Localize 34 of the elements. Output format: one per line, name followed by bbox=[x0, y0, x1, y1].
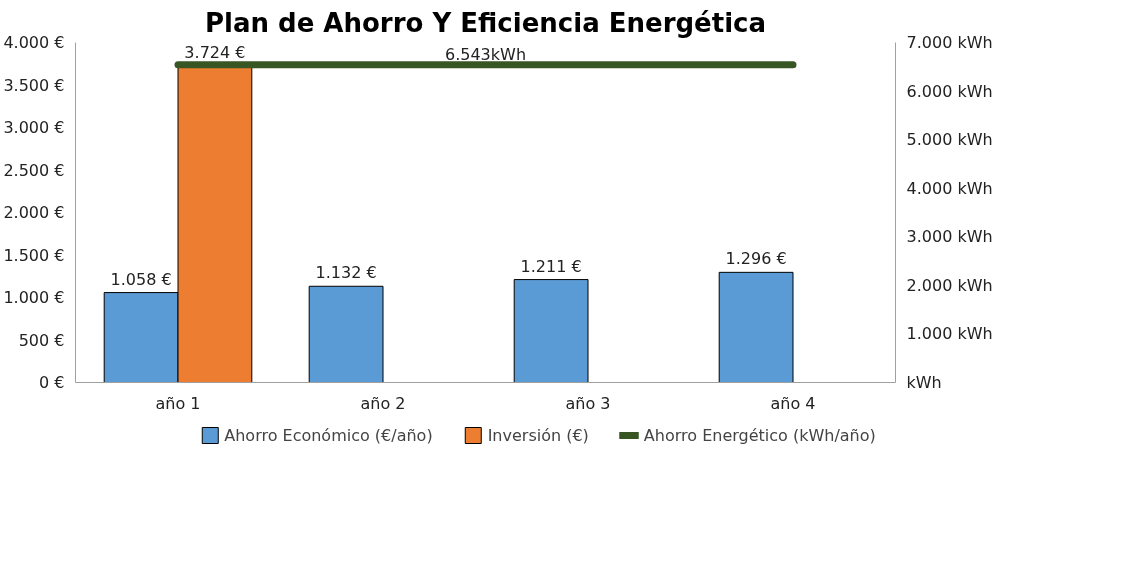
y-tick-label: 1.000 € bbox=[3, 288, 65, 307]
data-label: 1.132 € bbox=[315, 263, 377, 283]
y-tick-label: 2.000 € bbox=[3, 203, 65, 222]
legend-label: Ahorro Económico (€/año) bbox=[224, 425, 433, 445]
data-label: 1.058 € bbox=[110, 269, 172, 289]
legend-label: Inversión (€) bbox=[487, 425, 589, 445]
y2-tick-label: 6.000 kWh bbox=[906, 81, 993, 101]
y-tick-label: 3.000 € bbox=[3, 118, 65, 137]
y-tick-label: 2.500 € bbox=[3, 160, 65, 180]
bar bbox=[718, 271, 794, 383]
y2-tick-label: 2.000 kWh bbox=[906, 275, 993, 295]
y2-tick-label: 3.000 kWh bbox=[906, 227, 993, 247]
data-label: 1.211 € bbox=[520, 256, 582, 276]
x-tick-label: año 1 bbox=[155, 393, 201, 413]
data-label: 1.296 € bbox=[725, 249, 787, 269]
bar bbox=[513, 279, 589, 383]
data-label: 3.724 € bbox=[184, 42, 246, 62]
bar bbox=[308, 285, 384, 383]
y2-tick-label: 5.000 kWh bbox=[906, 130, 993, 150]
x-tick-label: año 4 bbox=[770, 393, 816, 413]
y-tick-label: 4.000 € bbox=[3, 33, 65, 52]
y2-tick-label: 4.000 kWh bbox=[906, 178, 993, 198]
annotation: 6.543kWh bbox=[444, 44, 527, 64]
x-tick-label: año 2 bbox=[360, 393, 406, 413]
y2-tick-label: 7.000 kWh bbox=[906, 33, 993, 52]
y2-tick-label: kWh bbox=[906, 373, 942, 392]
y-tick-label: 3.500 € bbox=[3, 75, 65, 95]
y-tick-label: 500 € bbox=[18, 330, 65, 350]
chart-title: Plan de Ahorro Y Eficiencia Energética bbox=[205, 7, 766, 38]
legend-label: Ahorro Energético (kWh/año) bbox=[643, 425, 876, 445]
y2-tick-label: 1.000 kWh bbox=[906, 324, 993, 344]
x-tick-label: año 3 bbox=[565, 393, 611, 413]
y-tick-label: 1.500 € bbox=[3, 245, 65, 265]
y-tick-label: 0 € bbox=[39, 373, 65, 392]
